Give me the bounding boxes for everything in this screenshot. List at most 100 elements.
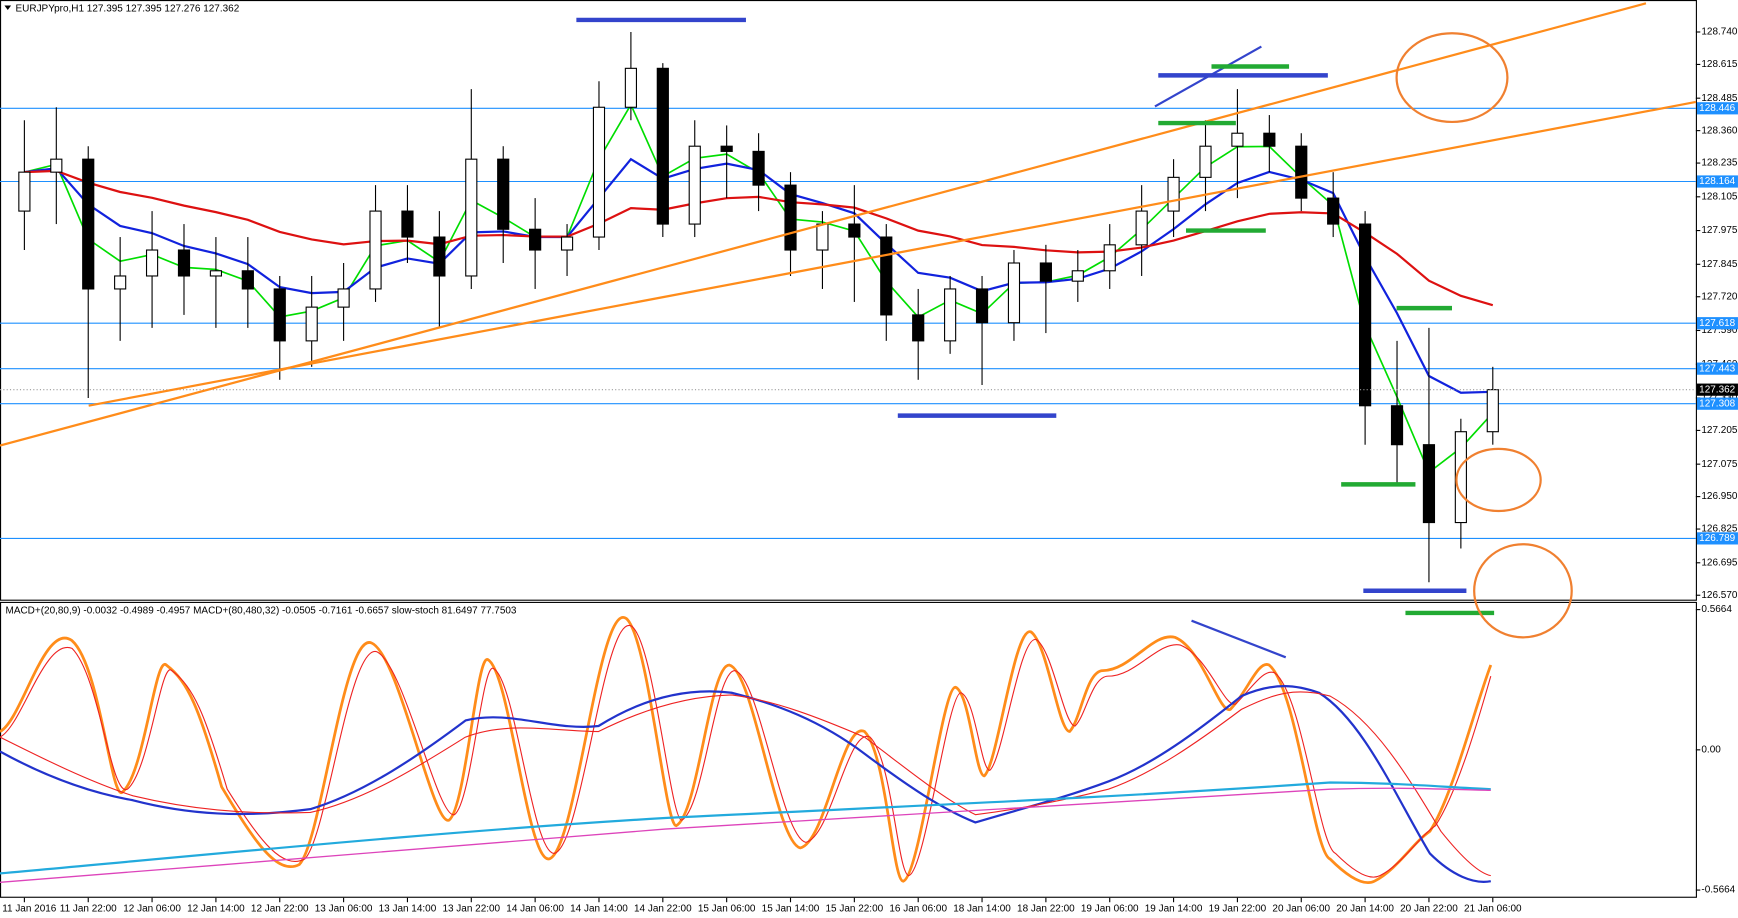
level-label-box xyxy=(1696,317,1738,330)
macd-slow-line xyxy=(0,781,1491,875)
candle-body xyxy=(624,67,637,108)
candle-body xyxy=(784,184,797,251)
x-tick-label: 14 Jan 14:00 xyxy=(570,904,628,915)
circle xyxy=(1455,447,1542,513)
blue-markers xyxy=(576,17,1467,593)
level-label: 128.164 xyxy=(1699,176,1735,187)
candle-body xyxy=(1327,197,1340,225)
candle-body xyxy=(1454,431,1467,524)
circle xyxy=(1473,543,1573,639)
candle-body xyxy=(1039,262,1052,282)
candle-body xyxy=(273,288,286,342)
x-tick-label: 14 Jan 06:00 xyxy=(506,904,564,915)
candle-body xyxy=(433,236,446,277)
menu-arrow xyxy=(4,5,12,10)
candle-body xyxy=(816,223,829,251)
y-tick-label: 126.950 xyxy=(1701,491,1737,502)
last-price-label: 127.362 xyxy=(1699,384,1735,395)
x-tick-label: 19 Jan 22:00 xyxy=(1209,904,1267,915)
x-tick-label: 15 Jan 22:00 xyxy=(826,904,884,915)
y-tick-label: 127.205 xyxy=(1701,425,1737,436)
y-tick-label: 128.105 xyxy=(1701,191,1737,202)
main-panel xyxy=(0,0,1697,601)
candle-body xyxy=(241,270,254,290)
candle-body xyxy=(177,249,191,277)
candle-body xyxy=(1295,145,1308,199)
candle-body xyxy=(209,270,223,277)
chart-title: EURJPYpro,H1 127.395 127.395 127.276 127… xyxy=(16,4,240,15)
x-tick-label: 12 Jan 14:00 xyxy=(187,904,245,915)
level-label-box xyxy=(1696,175,1738,188)
macd-signal xyxy=(0,691,1491,877)
candle-body xyxy=(337,288,350,308)
x-tick-label: 18 Jan 14:00 xyxy=(953,904,1011,915)
x-tick-label: 19 Jan 14:00 xyxy=(1145,904,1203,915)
x-tick-label: 14 Jan 22:00 xyxy=(634,904,692,915)
y-tick-label: 126.825 xyxy=(1701,524,1737,535)
stoch-line xyxy=(0,616,1493,884)
y-tick-label: 126.570 xyxy=(1701,590,1737,601)
candle-body xyxy=(880,236,893,316)
candle-body xyxy=(912,314,925,342)
candle-body xyxy=(1007,262,1021,324)
y-tick-label: 127.075 xyxy=(1701,459,1737,470)
y-tick-label: 128.615 xyxy=(1701,59,1737,70)
candle-body xyxy=(465,158,478,277)
x-tick-label: 13 Jan 14:00 xyxy=(379,904,437,915)
x-tick-label: 19 Jan 06:00 xyxy=(1081,904,1139,915)
y-tick-label: -0.5664 xyxy=(1701,885,1735,896)
x-tick-label: 21 Jan 06:00 xyxy=(1464,904,1522,915)
y-tick-label: 0.00 xyxy=(1701,744,1721,755)
level-label-box xyxy=(1696,397,1738,410)
candle-body xyxy=(1359,223,1372,407)
candle-body xyxy=(401,210,414,238)
level-label-box xyxy=(1696,532,1738,545)
macd-line xyxy=(0,684,1492,883)
circles xyxy=(1395,32,1573,639)
candle-body xyxy=(592,106,606,238)
y-tick-label: 0.5664 xyxy=(1701,604,1732,615)
macd-slow-signal xyxy=(0,787,1491,883)
trend-line xyxy=(88,100,1697,407)
indicator-label: MACD+(20,80,9) -0.0032 -0.4989 -0.4957 M… xyxy=(6,605,517,616)
level-label: 127.618 xyxy=(1699,318,1735,329)
x-tick-label: 12 Jan 06:00 xyxy=(123,904,181,915)
candle-body xyxy=(848,223,861,238)
x-tick-label: 16 Jan 06:00 xyxy=(889,904,947,915)
level-label-box xyxy=(1696,102,1738,115)
y-tick-label: 127.720 xyxy=(1701,291,1737,302)
candle-body xyxy=(1199,145,1212,178)
level-label: 128.446 xyxy=(1699,103,1735,114)
candle-body xyxy=(1103,244,1116,272)
divergence-line xyxy=(1191,619,1287,659)
x-tick-label: 20 Jan 22:00 xyxy=(1400,904,1458,915)
x-tick-label: 18 Jan 22:00 xyxy=(1017,904,1075,915)
x-tick-label: 11 Jan 2016 xyxy=(2,904,57,915)
candle-body xyxy=(529,228,542,251)
level-label: 127.443 xyxy=(1699,363,1735,374)
candle-body xyxy=(1422,444,1436,524)
candle-body xyxy=(18,171,31,212)
candle-body xyxy=(656,67,669,225)
x-tick-label: 15 Jan 06:00 xyxy=(698,904,756,915)
candle-body xyxy=(1071,270,1084,282)
candle-body xyxy=(1231,132,1244,147)
y-tick-label: 128.360 xyxy=(1701,125,1737,136)
level-label: 126.789 xyxy=(1699,533,1735,544)
candle-body xyxy=(1486,389,1499,433)
annotations xyxy=(0,2,1697,884)
candle-body xyxy=(369,210,382,290)
x-tick-label: 15 Jan 14:00 xyxy=(762,904,820,915)
candle-body xyxy=(82,158,95,290)
candle-body xyxy=(560,236,574,251)
y-tick-label: 127.845 xyxy=(1701,259,1737,270)
candle-body xyxy=(1263,132,1276,147)
divergence-line xyxy=(1154,45,1262,108)
circle xyxy=(1395,32,1509,124)
trend-line xyxy=(0,2,1647,447)
x-tick-label: 20 Jan 14:00 xyxy=(1336,904,1394,915)
candle-body xyxy=(752,150,765,186)
